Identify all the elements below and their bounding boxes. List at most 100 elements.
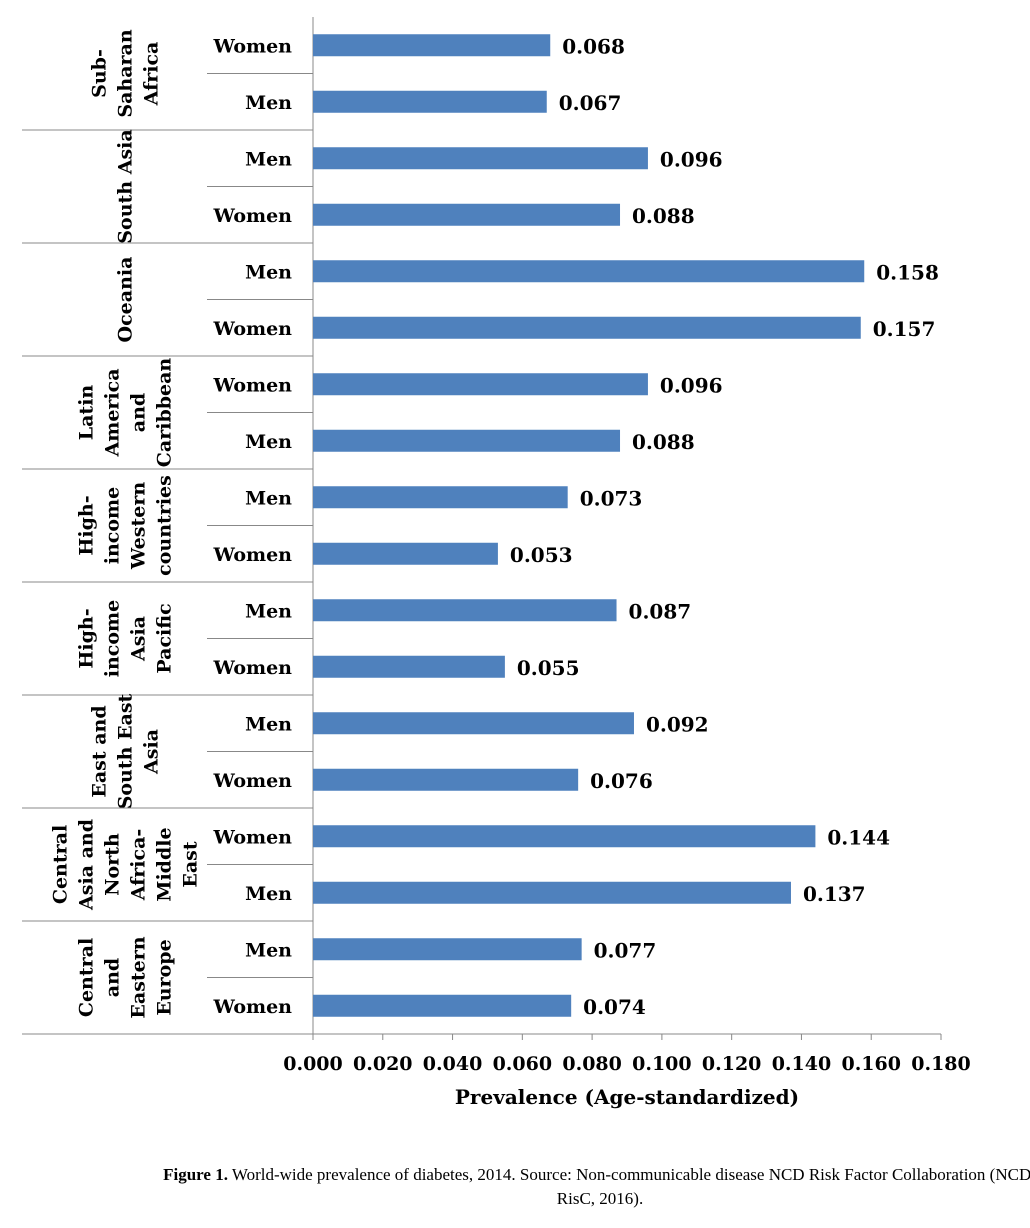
- group-label-line: South East: [115, 693, 137, 809]
- group-label-line: Central: [50, 825, 72, 904]
- x-tick-label: 0.040: [423, 1053, 483, 1075]
- group-label-line: Africa: [141, 42, 163, 107]
- bar: [313, 203, 621, 226]
- group-label-line: South Asia: [115, 129, 137, 243]
- data-label: 0.157: [873, 317, 936, 341]
- bar: [313, 316, 861, 339]
- group-label-line: High-: [76, 608, 98, 668]
- data-label: 0.067: [559, 91, 622, 115]
- data-label: 0.074: [583, 995, 646, 1019]
- data-label: 0.088: [632, 430, 695, 454]
- bar: [313, 881, 791, 904]
- data-label: 0.144: [827, 825, 890, 849]
- caption-prefix: Figure 1.: [163, 1165, 228, 1184]
- category-label: Men: [245, 431, 292, 453]
- data-label: 0.053: [510, 543, 573, 567]
- x-tick-label: 0.180: [911, 1053, 971, 1075]
- group-label-line: North: [102, 833, 124, 896]
- x-tick-label: 0.100: [632, 1053, 692, 1075]
- bar: [313, 938, 582, 961]
- bar: [313, 486, 568, 509]
- x-tick-label: 0.060: [493, 1053, 553, 1075]
- x-tick-label: 0.140: [772, 1053, 832, 1075]
- category-label: Men: [245, 939, 292, 961]
- group-label: East and South East Asia: [89, 693, 163, 809]
- group-label-line: Africa-: [128, 829, 150, 902]
- data-label: 0.088: [632, 204, 695, 228]
- category-label: Men: [245, 148, 292, 170]
- group-label-line: Asia: [128, 616, 150, 662]
- bar: [313, 429, 621, 452]
- group-label: Latin America and Caribbean: [76, 358, 176, 468]
- bar: [313, 90, 547, 113]
- group-label-line: income: [102, 487, 124, 564]
- x-tick-label: 0.160: [841, 1053, 901, 1075]
- bar-chart: Women 0.068 Men 0.067 Sub- Saharan Africa Men 0.…: [22, 17, 971, 1109]
- bar: [313, 768, 579, 791]
- category-label: Women: [213, 657, 293, 679]
- group-label: Oceania: [115, 257, 137, 343]
- group-label-line: Europe: [154, 939, 176, 1015]
- group-label-line: Oceania: [115, 257, 137, 343]
- group-label-line: Caribbean: [154, 358, 176, 468]
- category-label: Men: [245, 713, 292, 735]
- group-label: Sub- Saharan Africa: [89, 29, 163, 117]
- group-label: Central Asia and North Africa- Middle East: [50, 819, 202, 911]
- bar: [313, 260, 865, 283]
- data-label: 0.096: [660, 147, 723, 171]
- group-label-line: Sub-: [89, 49, 111, 98]
- group-label: High-income Asia Pacific: [76, 600, 176, 677]
- data-label: 0.077: [594, 938, 657, 962]
- category-label: Women: [213, 318, 293, 340]
- category-label: Women: [213, 374, 293, 396]
- bar: [313, 994, 572, 1017]
- x-tick-label: 0.120: [702, 1053, 762, 1075]
- group-label-line: Saharan: [115, 29, 137, 117]
- category-label: Women: [213, 826, 293, 848]
- bar: [313, 34, 551, 57]
- bar: [313, 825, 816, 848]
- group-label-line: Eastern: [128, 936, 150, 1018]
- category-label: Men: [245, 883, 292, 905]
- group-label-line: Pacific: [154, 603, 176, 673]
- group-label-line: High-: [76, 495, 98, 555]
- category-label: Men: [245, 487, 292, 509]
- group-label-line: and: [102, 958, 124, 997]
- x-tick-label: 0.080: [562, 1053, 622, 1075]
- category-label: Men: [245, 600, 292, 622]
- bar: [313, 655, 505, 678]
- group-label: South Asia: [115, 129, 137, 243]
- bar: [313, 373, 648, 396]
- category-label: Men: [245, 92, 292, 114]
- data-label: 0.096: [660, 373, 723, 397]
- category-label: Men: [245, 261, 292, 283]
- group-label-line: East and: [89, 705, 111, 797]
- category-label: Women: [213, 770, 293, 792]
- data-label: 0.087: [629, 599, 692, 623]
- group-label-line: Asia: [141, 729, 163, 775]
- group-label-line: Asia and: [76, 819, 98, 911]
- group-label: High-income Western countries: [76, 475, 176, 576]
- group-label-line: Latin: [76, 385, 98, 441]
- x-axis-title: Prevalence (Age-standardized): [455, 1085, 799, 1109]
- figure-caption: Figure 1. World-wide prevalence of diabe…: [160, 1163, 1030, 1211]
- category-label: Women: [213, 996, 293, 1018]
- group-label-line: East: [180, 841, 202, 887]
- bar: [313, 542, 498, 565]
- group-label-line: Central: [76, 938, 98, 1017]
- group-label: Central and Eastern Europe: [76, 936, 176, 1018]
- group-label-line: Western: [128, 482, 150, 570]
- x-tick-label: 0.000: [283, 1053, 343, 1075]
- group-label-line: and: [128, 393, 150, 432]
- group-label-line: America: [102, 368, 124, 457]
- data-label: 0.076: [590, 769, 653, 793]
- group-label-line: countries: [154, 475, 176, 576]
- data-label: 0.137: [803, 882, 866, 906]
- data-label: 0.073: [580, 486, 643, 510]
- x-tick-label: 0.020: [353, 1053, 413, 1075]
- bar: [313, 712, 634, 735]
- group-label-line: income: [102, 600, 124, 677]
- caption-text: World-wide prevalence of diabetes, 2014.…: [227, 1165, 1030, 1208]
- data-label: 0.158: [876, 260, 939, 284]
- bar: [313, 147, 648, 170]
